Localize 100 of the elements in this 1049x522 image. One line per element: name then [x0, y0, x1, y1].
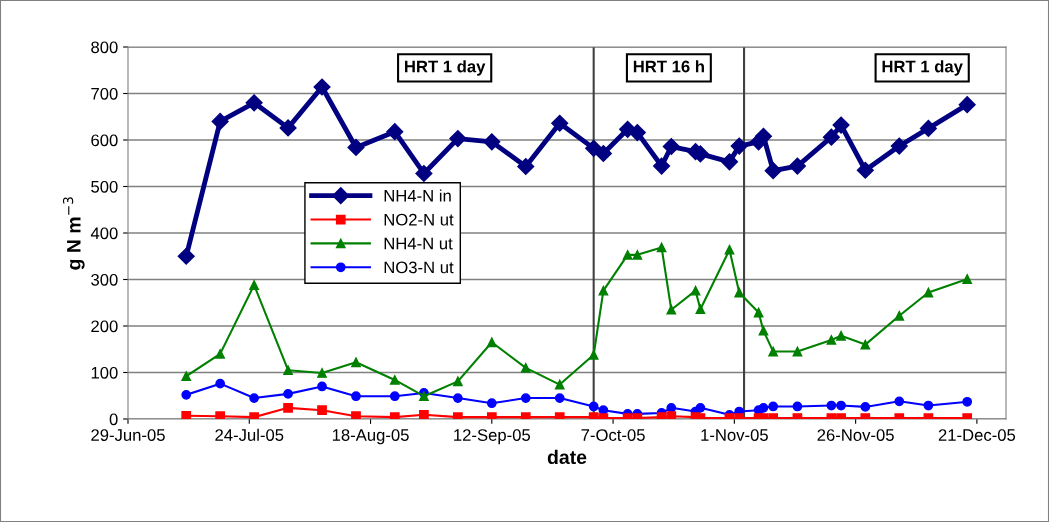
point	[245, 94, 263, 112]
point	[724, 244, 735, 255]
point	[622, 249, 633, 260]
point	[958, 96, 976, 114]
point	[520, 393, 531, 403]
point	[389, 375, 400, 385]
point	[894, 310, 905, 321]
point	[666, 304, 677, 315]
y-tick-label: 400	[90, 227, 118, 240]
legend-label: NH4-N ut	[384, 237, 453, 250]
point	[249, 412, 259, 419]
point	[520, 362, 531, 373]
point	[822, 128, 840, 146]
point	[211, 112, 229, 130]
point	[826, 400, 837, 411]
point	[598, 285, 609, 296]
point	[389, 391, 400, 402]
point	[730, 137, 748, 155]
x-tick-label: 21-Dec-05	[938, 429, 1016, 441]
point	[215, 378, 226, 389]
point	[923, 400, 934, 411]
point	[215, 349, 226, 359]
point	[594, 144, 612, 163]
point	[788, 157, 806, 175]
x-tick-label: 18-Aug-05	[332, 429, 409, 445]
x-tick-label: 1-Nov-05	[701, 429, 768, 441]
point	[483, 133, 501, 151]
y-axis-title: g N m$^{−3}$	[62, 197, 85, 270]
point	[351, 357, 361, 368]
legend-label: NO2-N ut	[384, 213, 454, 226]
point	[419, 391, 429, 402]
point	[890, 137, 908, 155]
point	[386, 123, 404, 141]
point	[249, 280, 259, 290]
point	[554, 393, 565, 403]
point	[317, 381, 327, 392]
point	[656, 242, 667, 253]
point	[351, 391, 361, 402]
y-tick-label: 800	[91, 41, 118, 54]
point	[758, 325, 769, 336]
point	[860, 339, 871, 350]
point	[720, 153, 739, 171]
point	[177, 247, 195, 265]
annotation: HRT 16 h	[633, 60, 704, 73]
point	[317, 405, 327, 416]
point	[181, 410, 192, 419]
point	[662, 137, 680, 156]
x-tick-label: 26-Nov-05	[817, 429, 894, 441]
x-tick-label: 12-Sep-05	[454, 429, 531, 445]
point	[351, 411, 361, 419]
annotation: HRT 1 day	[882, 60, 963, 76]
y-tick-label: 0	[109, 413, 118, 426]
x-tick-label: 7-Oct-05	[581, 429, 645, 441]
point	[419, 409, 429, 419]
point	[632, 249, 643, 260]
point	[962, 396, 973, 407]
y-tick-label: 200	[91, 320, 118, 333]
point	[283, 389, 293, 399]
point	[832, 116, 850, 134]
point	[551, 114, 569, 132]
x-axis-title: date	[547, 449, 587, 465]
point	[758, 402, 769, 413]
point	[734, 287, 745, 298]
point	[695, 304, 706, 315]
point	[313, 78, 331, 96]
point	[792, 346, 803, 357]
point	[666, 411, 677, 419]
y-tick-label: 300	[91, 273, 118, 286]
point	[753, 307, 764, 318]
point	[181, 371, 192, 382]
point	[919, 119, 937, 137]
x-tick-label: 29-Jun-05	[91, 429, 165, 441]
point	[894, 396, 905, 407]
point	[181, 389, 192, 400]
point	[486, 398, 497, 409]
point	[283, 402, 293, 413]
point	[415, 164, 433, 183]
point	[792, 401, 803, 412]
point	[215, 411, 226, 419]
point	[836, 400, 846, 411]
y-tick-label: 600	[91, 134, 118, 147]
point	[962, 274, 973, 284]
point	[923, 287, 934, 298]
point	[249, 393, 259, 403]
point	[585, 139, 603, 157]
point	[653, 157, 671, 175]
y-tick-label: 500	[91, 180, 118, 193]
point	[856, 161, 874, 179]
point	[554, 379, 565, 390]
point	[836, 330, 846, 341]
point	[826, 335, 837, 345]
legend-label: NH4-N in	[384, 189, 451, 202]
legend-label: NO3-N ut	[384, 261, 454, 274]
point	[283, 365, 293, 376]
annotation: HRT 1 day	[405, 60, 486, 76]
point	[764, 162, 782, 180]
point	[768, 401, 779, 412]
point	[449, 130, 467, 148]
point	[317, 368, 327, 378]
point	[588, 401, 599, 412]
